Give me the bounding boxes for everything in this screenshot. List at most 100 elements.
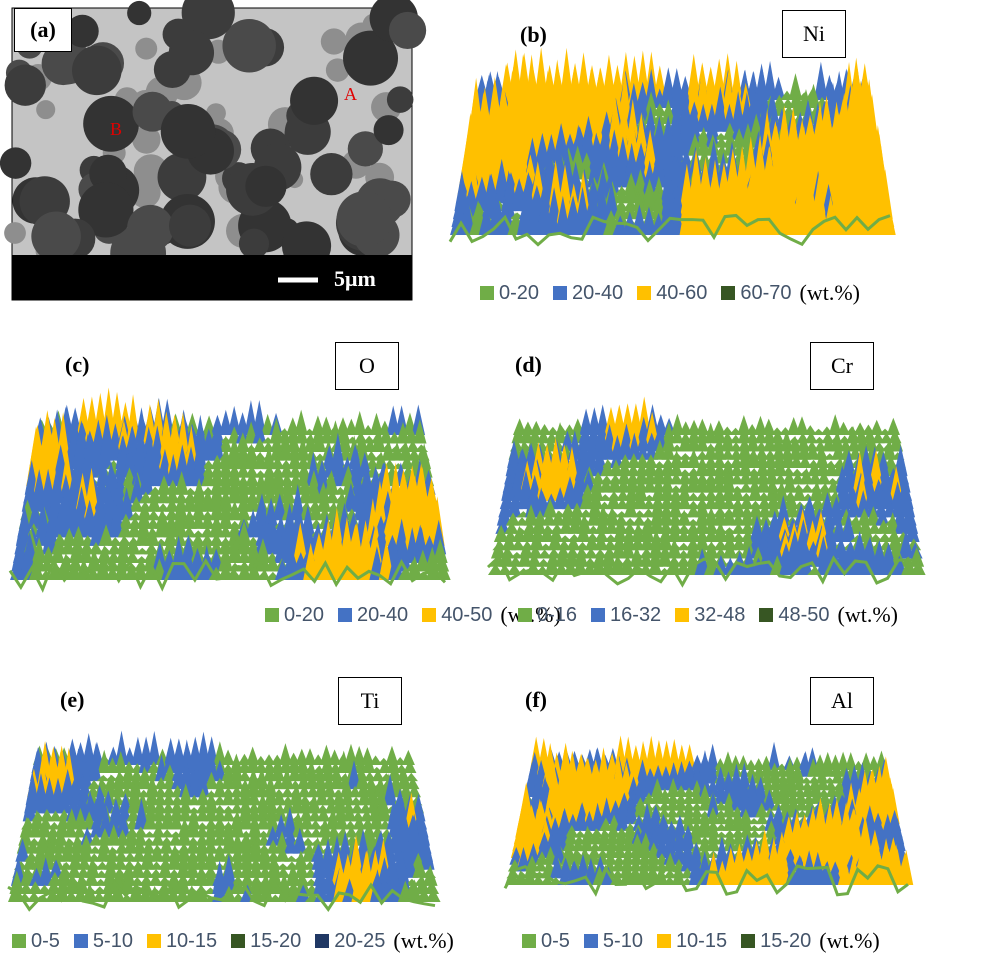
- scale-bar-label: 5μm: [334, 266, 376, 292]
- legend-item: 0-5: [522, 930, 570, 953]
- legend-unit: (wt.%): [819, 928, 879, 954]
- legend-unit: (wt.%): [800, 280, 860, 306]
- legend-item: 15-20: [231, 930, 301, 953]
- legend-item: 40-50: [422, 604, 492, 627]
- particle: [310, 153, 352, 195]
- panel-label: (b): [520, 22, 547, 48]
- particle: [36, 100, 55, 119]
- element-box: Ti: [338, 677, 402, 725]
- panel-label: (f): [525, 687, 547, 713]
- element-box: Ni: [782, 10, 846, 58]
- legend-text: 15-20: [760, 930, 811, 953]
- particle: [127, 205, 174, 252]
- legend-swatch: [518, 608, 532, 622]
- legend-text: 16-32: [610, 604, 661, 627]
- legend-swatch: [74, 934, 88, 948]
- legend-swatch: [675, 608, 689, 622]
- legend-text: 10-15: [166, 930, 217, 953]
- legend-item: 0-16: [518, 604, 577, 627]
- legend-swatch: [231, 934, 245, 948]
- particle: [337, 191, 393, 247]
- legend-text: 20-40: [572, 282, 623, 305]
- legend-item: 60-70: [721, 282, 791, 305]
- legend-text: 20-40: [357, 604, 408, 627]
- legend-swatch: [480, 286, 494, 300]
- particle: [4, 222, 26, 244]
- legend-item: 0-20: [480, 282, 539, 305]
- legend-text: 40-50: [441, 604, 492, 627]
- particle: [135, 38, 157, 60]
- legend-item: 5-10: [74, 930, 133, 953]
- element-box: Al: [810, 677, 874, 725]
- legend-item: 20-40: [553, 282, 623, 305]
- particle: [387, 86, 414, 113]
- legend-swatch: [12, 934, 26, 948]
- legend-item: 0-5: [12, 930, 60, 953]
- legend-unit: (wt.%): [393, 928, 453, 954]
- panel-label: (a): [14, 8, 72, 52]
- legend-swatch: [422, 608, 436, 622]
- legend-text: 5-10: [93, 930, 133, 953]
- panel-label: (c): [65, 352, 89, 378]
- legend-text: 32-48: [694, 604, 745, 627]
- legend-item: 16-32: [591, 604, 661, 627]
- annotation: B: [110, 119, 122, 140]
- legend-item: 5-10: [584, 930, 643, 953]
- legend-unit: (wt.%): [838, 602, 898, 628]
- legend-item: 10-15: [657, 930, 727, 953]
- page: {"panels": [ {"label": "(a)", "annotatio…: [0, 0, 987, 956]
- legend-swatch: [584, 934, 598, 948]
- legend-text: 0-20: [499, 282, 539, 305]
- particle: [31, 212, 81, 262]
- legend-item: 20-25: [315, 930, 385, 953]
- particle: [127, 1, 151, 25]
- particle: [321, 28, 347, 54]
- legend-item: 0-20: [265, 604, 324, 627]
- legend-text: 10-15: [676, 930, 727, 953]
- particle: [0, 147, 31, 178]
- legend-item: 15-20: [741, 930, 811, 953]
- particle: [5, 65, 46, 106]
- particle: [163, 19, 194, 50]
- legend-text: 0-5: [31, 930, 60, 953]
- particle: [290, 77, 338, 125]
- legend-text: 0-20: [284, 604, 324, 627]
- legend: 0-20 20-40 40-60 60-70 (wt.%): [480, 280, 860, 306]
- particle: [389, 12, 426, 49]
- particle: [161, 104, 216, 159]
- particle: [245, 166, 286, 207]
- legend-text: 15-20: [250, 930, 301, 953]
- particle: [374, 115, 404, 145]
- legend-swatch: [759, 608, 773, 622]
- annotation: A: [344, 84, 357, 105]
- particle: [72, 46, 122, 96]
- legend-swatch: [338, 608, 352, 622]
- legend: 0-2020-4040-50(wt.%): [265, 602, 561, 628]
- legend-item: 10-15: [147, 930, 217, 953]
- legend-text: 5-10: [603, 930, 643, 953]
- particle: [169, 205, 211, 247]
- legend-swatch: [522, 934, 536, 948]
- legend-text: 0-16: [537, 604, 577, 627]
- legend-item: 20-40: [338, 604, 408, 627]
- panel-label: (e): [60, 687, 84, 713]
- legend-swatch: [315, 934, 329, 948]
- element-box: Cr: [810, 342, 874, 390]
- legend-swatch: [741, 934, 755, 948]
- legend: 0-1616-3232-4848-50(wt.%): [518, 602, 898, 628]
- figure-art: [0, 0, 987, 956]
- legend-swatch: [591, 608, 605, 622]
- legend-swatch: [265, 608, 279, 622]
- particle: [239, 229, 269, 259]
- legend: 0-5 5-10 10-15 15-20 20-25 (wt.%): [12, 928, 454, 954]
- legend-text: 20-25: [334, 930, 385, 953]
- legend-text: 40-60: [656, 282, 707, 305]
- element-box: O: [335, 342, 399, 390]
- legend-item: 32-48: [675, 604, 745, 627]
- legend-text: 0-5: [541, 930, 570, 953]
- legend: 0-5 5-10 10-15 15-20 (wt.%): [522, 928, 880, 954]
- legend-swatch: [637, 286, 651, 300]
- legend-swatch: [721, 286, 735, 300]
- legend-swatch: [657, 934, 671, 948]
- legend-swatch: [553, 286, 567, 300]
